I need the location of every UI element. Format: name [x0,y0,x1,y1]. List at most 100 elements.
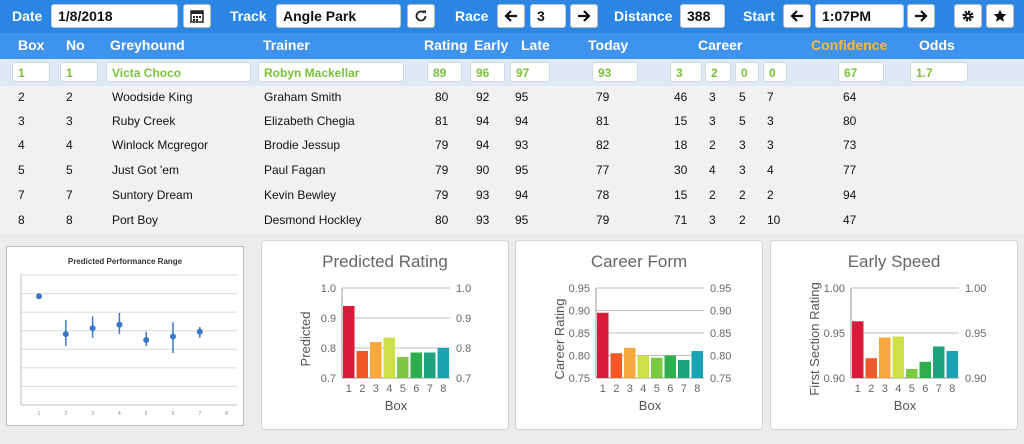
calendar-button[interactable] [183,4,211,28]
bar [651,357,663,378]
y-axis-label: First Section Rating [807,282,822,395]
cell-career-seconds: 5 [739,90,746,104]
race-next-button[interactable] [570,4,598,28]
selected-confidence[interactable]: 67 [838,62,884,82]
cell-rating: 80 [435,90,449,104]
settings-button[interactable] [954,4,982,28]
bar [383,337,395,378]
selected-rating[interactable]: 89 [427,62,462,82]
data-point [196,328,203,335]
header-early[interactable]: Early [474,37,509,53]
selected-row[interactable]: 1 1 Victa Choco Robyn Mackellar 89 96 97… [0,59,1024,86]
table-row[interactable]: 4 4 Winlock Mcgregor Brodie Jessup 79 94… [0,134,1024,159]
cell-career-starts: 46 [674,90,688,104]
table-row[interactable]: 3 3 Ruby Creek Elizabeth Chegia 81 94 94… [0,110,1024,135]
start-field[interactable]: 1:07PM [815,4,904,28]
track-field[interactable]: Angle Park [276,4,401,28]
bar [919,361,931,378]
cell-box: 7 [18,188,25,202]
cell-greyhound: Winlock Mcgregor [112,138,209,152]
selected-today[interactable]: 93 [592,62,638,82]
star-icon [993,9,1007,22]
distance-field[interactable]: 388 [680,4,725,28]
chart-title: Predicted Performance Range [68,257,183,266]
cell-career-wins: 3 [709,114,716,128]
favorite-button[interactable] [986,4,1014,28]
header-no[interactable]: No [66,37,85,53]
cell-no: 8 [66,213,73,227]
cell-today: 81 [596,114,610,128]
selected-odds[interactable]: 1.7 [910,62,968,82]
table-row[interactable]: 2 2 Woodside King Graham Smith 80 92 95 … [0,86,1024,111]
date-field[interactable]: 1/8/2018 [51,4,178,28]
cell-trainer: Desmond Hockley [264,213,362,227]
x-tick-label: 3 [373,383,379,395]
selected-box[interactable]: 1 [12,62,50,82]
x-tick-label: 6 [413,383,419,395]
header-today[interactable]: Today [588,37,629,53]
x-tick-label: 8 [949,383,955,395]
x-tick-label: 3 [627,383,633,395]
chart-title: Early Speed [848,252,941,271]
selected-no[interactable]: 1 [60,62,98,82]
x-tick-label: 4 [895,383,901,395]
bar [664,355,676,378]
bar [906,369,918,378]
cell-box: 2 [18,90,25,104]
cell-trainer: Kevin Bewley [264,188,337,202]
cell-rating: 79 [435,188,449,202]
table-row[interactable]: 5 5 Just Got 'em Paul Fagan 79 90 95 77 … [0,159,1024,184]
bar [946,351,958,378]
track-label: Track [230,8,267,24]
cell-no: 2 [66,90,73,104]
header-trainer[interactable]: Trainer [263,37,310,53]
bar [852,321,864,378]
start-prev-button[interactable] [783,4,811,28]
cell-confidence: 80 [843,114,857,128]
cell-trainer: Elizabeth Chegia [264,114,355,128]
header-confidence[interactable]: Confidence [811,37,888,53]
cell-early: 93 [476,188,490,202]
x-tick-label: 1 [346,383,352,395]
y-axis-label: Predicted [298,312,313,367]
selected-career-seconds[interactable]: 0 [735,62,759,82]
header-late[interactable]: Late [521,37,550,53]
runners-table: 2 2 Woodside King Graham Smith 80 92 95 … [0,86,1024,234]
selected-career-wins[interactable]: 2 [705,62,731,82]
refresh-button[interactable] [407,4,435,28]
table-row[interactable]: 8 8 Port Boy Desmond Hockley 80 93 95 79… [0,209,1024,234]
early-speed-panel: Early Speed 0.90 0.90 0.95 0.95 1.00 1.00 1 2 3 4 5… [770,240,1018,430]
header-odds[interactable]: Odds [919,37,955,53]
x-tick-label: 5 [400,383,406,395]
start-next-button[interactable] [907,4,935,28]
x-tick-label: 4 [640,383,646,395]
bar [424,352,436,378]
header-greyhound[interactable]: Greyhound [110,37,185,53]
bar [370,342,382,378]
y2-tick-label: 0.75 [710,373,731,385]
selected-career-thirds[interactable]: 0 [763,62,787,82]
cell-late: 95 [515,213,529,227]
x-tick-label: 4 [118,411,121,417]
selected-early[interactable]: 96 [470,62,505,82]
selected-late[interactable]: 97 [510,62,550,82]
race-field[interactable]: 3 [530,4,566,28]
cell-early: 90 [476,163,490,177]
cell-career-wins: 2 [709,138,716,152]
data-point [89,325,96,332]
career-form-panel: Career Form 0.75 0.75 0.80 0.80 0.85 0.85 0.90 0… [515,240,763,430]
bar [356,351,368,378]
selected-career-starts[interactable]: 3 [670,62,702,82]
cell-career-wins: 2 [709,188,716,202]
selected-trainer[interactable]: Robyn Mackellar [258,62,404,82]
y2-tick-label: 0.8 [456,343,471,355]
header-box[interactable]: Box [18,37,45,53]
cell-career-wins: 4 [709,163,716,177]
header-career[interactable]: Career [698,37,743,53]
header-rating[interactable]: Rating [424,37,468,53]
selected-greyhound[interactable]: Victa Choco [106,62,251,82]
race-prev-button[interactable] [497,4,525,28]
x-tick-label: 1 [38,411,41,417]
table-row[interactable]: 7 7 Suntory Dream Kevin Bewley 79 93 94 … [0,184,1024,209]
cell-career-starts: 15 [674,114,688,128]
